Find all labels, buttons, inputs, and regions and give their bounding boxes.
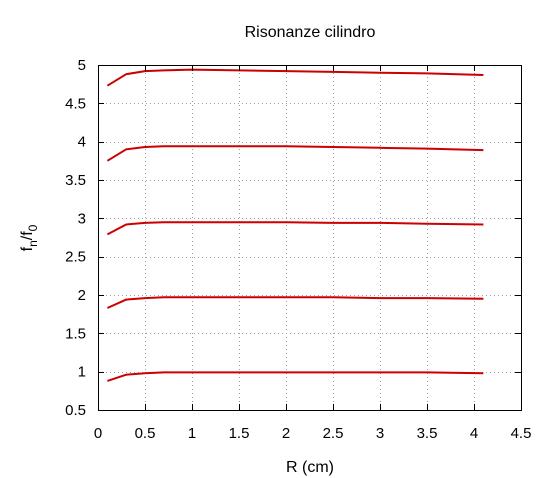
- x-tick-label: 0.5: [135, 425, 156, 442]
- y-axis-label-slash: /f: [19, 231, 36, 240]
- chart-title: Risonanze cilindro: [245, 24, 376, 41]
- x-tick-label: 3.5: [417, 425, 438, 442]
- x-tick-label: 2.5: [323, 425, 344, 442]
- y-tick-label: 1: [78, 364, 86, 381]
- y-tick-label: 4: [78, 134, 86, 151]
- series-line-1: [107, 371, 484, 382]
- y-tick-label: 3.5: [65, 172, 86, 189]
- x-tick-label: 1: [188, 425, 196, 442]
- y-axis-label: fn/f0: [19, 224, 40, 251]
- grid: [98, 65, 521, 410]
- x-tick-label: 4: [470, 425, 478, 442]
- ticks: [98, 65, 522, 411]
- y-tick-label: 3: [78, 210, 86, 227]
- y-tick-label: 4.5: [65, 95, 86, 112]
- y-tick-label: 0.5: [65, 402, 86, 419]
- x-tick-label: 3: [376, 425, 384, 442]
- x-tick-label: 4.5: [511, 425, 532, 442]
- series-line-2: [106, 296, 484, 309]
- y-tick-label: 1.5: [65, 325, 86, 342]
- series-line-4: [106, 145, 484, 162]
- series-line-3: [106, 221, 484, 236]
- x-axis-label: R (cm): [286, 459, 334, 476]
- x-tick-label: 1.5: [229, 425, 250, 442]
- y-axis-label-main: f: [19, 246, 36, 251]
- x-tick-label: 2: [282, 425, 290, 442]
- tick-labels: 0 0.5 1 1.5 2 2.5 3 3.5 4 4.5 0.5 1 1.5 2 2.5 3 3.5 4 4.5 5: [65, 57, 531, 442]
- y-tick-label: 2: [78, 287, 86, 304]
- y-tick-label: 5: [78, 57, 86, 74]
- y-tick-label: 2.5: [65, 249, 86, 266]
- plot-frame: [98, 65, 522, 411]
- y-axis-label-sub1: n: [26, 240, 40, 247]
- x-tick-label: 0: [94, 425, 102, 442]
- y-axis-label-sub2: 0: [26, 224, 40, 231]
